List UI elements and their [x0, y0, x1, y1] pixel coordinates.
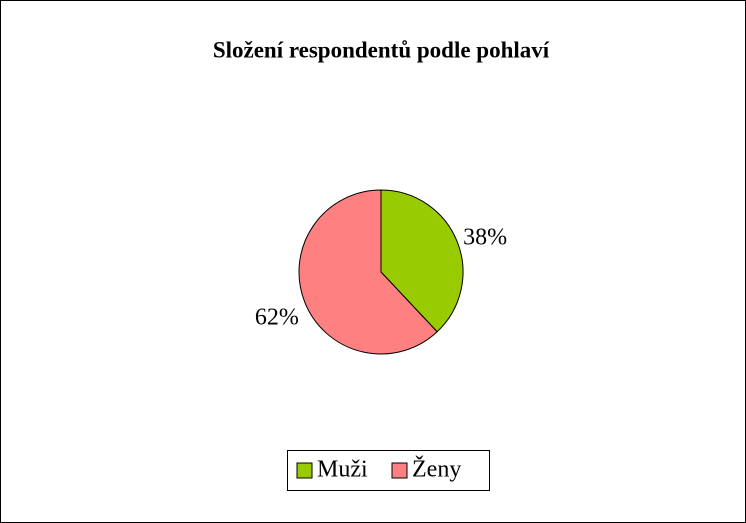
data-label: 38%: [463, 224, 507, 250]
legend-box: [287, 450, 490, 491]
pie-slice: [380, 189, 464, 333]
pie-slice: [298, 189, 438, 355]
chart-title: Složení respondentů podle pohlaví: [213, 37, 550, 62]
legend-label: Muži: [317, 457, 368, 483]
legend-label: Ženy: [412, 457, 461, 483]
data-label: 62%: [255, 305, 299, 331]
legend-swatch: [391, 462, 408, 479]
legend-swatch: [296, 462, 313, 479]
